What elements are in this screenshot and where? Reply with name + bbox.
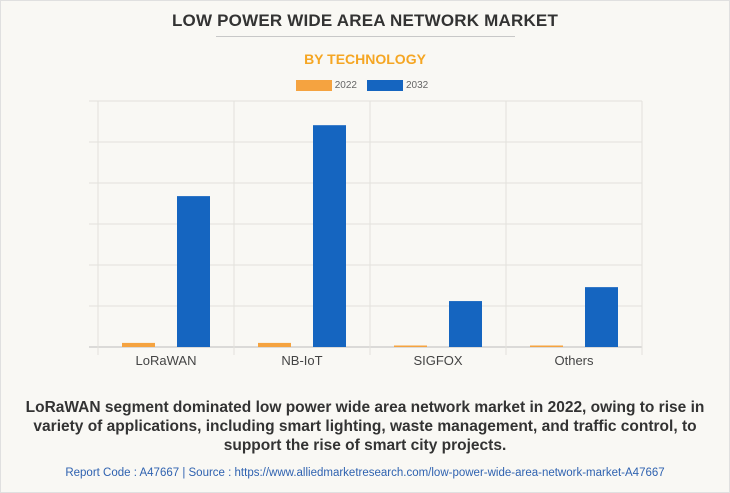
x-tick-label: SIGFOX [413,353,462,368]
bar-2022-nb-iot [258,342,291,347]
chart-title: LOW POWER WIDE AREA NETWORK MARKET [171,11,559,30]
chart-subtitle: BY TECHNOLOGY [304,51,426,67]
legend-item-2022: 2022 [295,80,357,91]
chart-caption: LoRaWAN segment dominated low power wide… [25,399,705,454]
legend-item-2032: 2032 [367,80,428,91]
x-tick-label: LoRaWAN [136,353,197,368]
bar-2022-others [530,345,563,347]
legend-swatch-2032 [367,80,403,91]
bar-2022-lorawan [122,342,155,347]
legend-label-2032: 2032 [406,80,429,91]
bar-2022-sigfox [394,345,427,347]
bar-chart: LoRaWAN NB-IoT SIGFOX Others [89,100,643,368]
source-footer[interactable]: Report Code : A47667 | Source : https://… [65,467,665,479]
legend: 2022 2032 [0,80,730,91]
legend-label-2022: 2022 [334,80,357,91]
legend-swatch-2022 [295,80,332,91]
bar-2032-others [585,287,618,347]
bar-2032-nb-iot [313,125,346,347]
bar-2032-sigfox [449,301,482,347]
x-tick-label: Others [554,353,594,368]
bar-2032-lorawan [177,196,210,347]
x-tick-label: NB-IoT [281,353,322,368]
title-divider [216,36,515,37]
